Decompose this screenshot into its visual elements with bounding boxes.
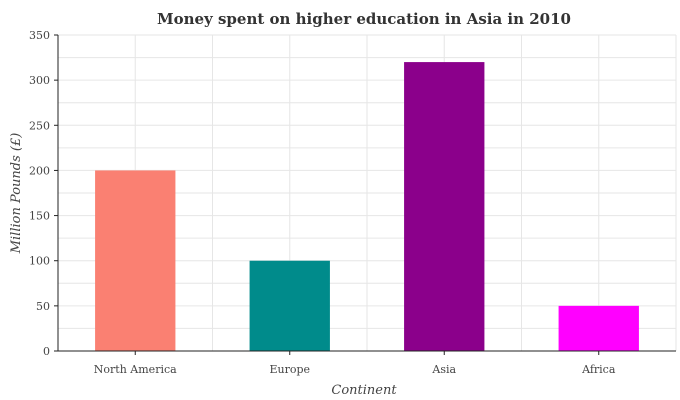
x-tick-label: Europe xyxy=(269,363,310,376)
x-tick-label: Asia xyxy=(431,363,456,376)
y-tick-label: 250 xyxy=(29,119,50,132)
bar-africa xyxy=(558,305,639,351)
bar-asia xyxy=(404,62,485,351)
bar-europe xyxy=(249,260,330,351)
y-tick-label: 150 xyxy=(29,210,50,223)
y-tick-label: 350 xyxy=(29,29,50,42)
y-axis-label: Million Pounds (£) xyxy=(9,133,24,255)
bars xyxy=(95,62,639,351)
y-tick-label: 100 xyxy=(29,255,50,268)
axes xyxy=(57,35,676,352)
y-tick-label: 50 xyxy=(36,300,50,313)
y-tick-label: 200 xyxy=(29,164,50,177)
x-axis-label: Continent xyxy=(331,383,397,398)
y-tick-label: 0 xyxy=(43,345,50,358)
x-axis-ticks: North America Europe Asia Africa xyxy=(94,351,616,376)
chart-title: Money spent on higher education in Asia … xyxy=(157,10,571,28)
x-tick-label: North America xyxy=(94,363,177,376)
bar-north-america xyxy=(95,170,176,351)
x-tick-label: Africa xyxy=(581,363,616,376)
y-axis-ticks: 0 50 100 150 200 250 300 350 xyxy=(29,29,58,358)
y-tick-label: 300 xyxy=(29,74,50,87)
